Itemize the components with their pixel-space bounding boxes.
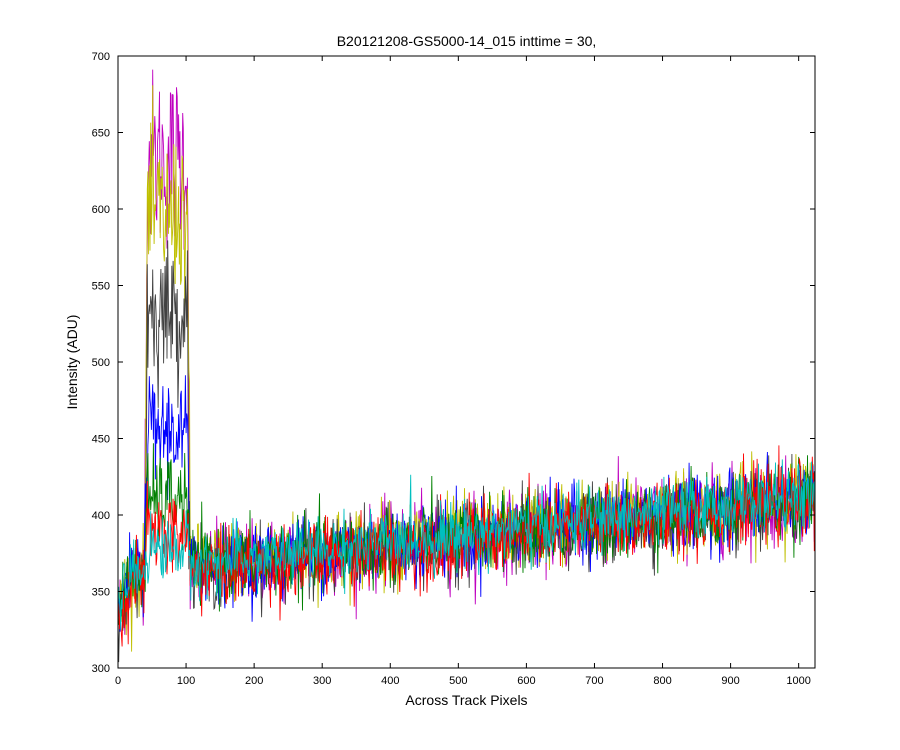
x-tick-label: 100 (177, 675, 195, 687)
y-tick-label: 350 (92, 587, 110, 599)
y-tick-label: 400 (92, 510, 110, 522)
y-tick-label: 550 (92, 281, 110, 293)
y-axis-label: Intensity (ADU) (64, 315, 80, 410)
y-tick-label: 700 (92, 51, 110, 63)
x-tick-label: 1000 (786, 675, 810, 687)
series-layer (118, 69, 815, 663)
x-tick-label: 300 (313, 675, 331, 687)
y-tick-label: 600 (92, 204, 110, 216)
y-tick-label: 500 (92, 357, 110, 369)
series-line-7 (118, 459, 815, 630)
series-line-3 (118, 240, 815, 663)
y-tick-label: 300 (92, 663, 110, 675)
axes-layer: 0 100 200 300 400 500 600 700 800 900 1000 300 350 40… (92, 51, 816, 687)
y-tick-label: 650 (92, 128, 110, 140)
y-tick-label: 450 (92, 434, 110, 446)
x-tick-label: 500 (449, 675, 467, 687)
x-tick-label: 0 (115, 675, 121, 687)
x-tick-label: 800 (653, 675, 671, 687)
x-tick-label: 400 (381, 675, 399, 687)
chart-title: B20121208-GS5000-14_015 inttime = 30, (337, 33, 597, 49)
x-tick-label: 600 (517, 675, 535, 687)
x-tick-label: 200 (245, 675, 263, 687)
x-tick-label: 700 (585, 675, 603, 687)
x-tick-label: 900 (721, 675, 739, 687)
x-axis-label: Across Track Pixels (405, 692, 527, 708)
